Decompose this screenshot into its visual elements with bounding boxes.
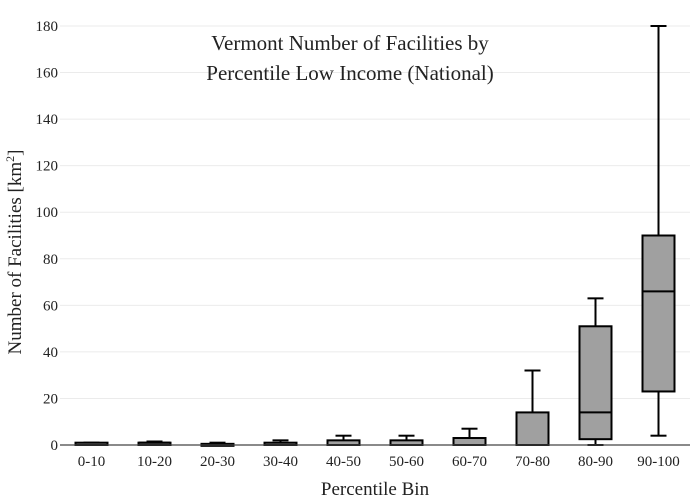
box-iqr (452, 437, 487, 446)
box-40-50 (326, 434, 361, 447)
box-70-80 (515, 369, 550, 446)
y-tick-label: 0 (51, 438, 59, 454)
chart-title-line-1: Vermont Number of Facilities by (211, 31, 489, 55)
y-tick-label: 160 (36, 66, 59, 82)
chart-title-line-2: Percentile Low Income (National) (206, 61, 493, 85)
box-80-90 (578, 297, 613, 446)
x-tick-label: 10-20 (137, 454, 172, 470)
box-iqr (515, 411, 550, 446)
x-tick-label: 60-70 (452, 454, 487, 470)
box-series (74, 25, 676, 447)
y-axis-ticks: 0 20 40 60 80 100 120 140 160 180 (36, 19, 59, 454)
y-tick-label: 180 (36, 19, 59, 35)
x-tick-label: 30-40 (263, 454, 298, 470)
x-tick-label: 20-30 (200, 454, 235, 470)
y-tick-label: 120 (36, 159, 59, 175)
x-axis-label: Percentile Bin (321, 479, 430, 500)
box-30-40 (263, 439, 298, 446)
y-tick-label: 60 (43, 298, 58, 314)
x-tick-label: 90-100 (637, 454, 680, 470)
box-iqr (641, 234, 676, 393)
y-axis-label-superscript: 2 (3, 156, 17, 162)
y-axis-label-main: Number of Facilities [km (5, 162, 26, 355)
box-60-70 (452, 427, 487, 446)
box-90-100 (641, 25, 676, 437)
x-tick-label: 80-90 (578, 454, 613, 470)
y-tick-label: 40 (43, 345, 58, 361)
box-iqr (578, 325, 613, 441)
y-axis-label: Number of Facilities [km2] (3, 150, 26, 355)
grid-lines (60, 25, 690, 399)
y-tick-label: 20 (43, 391, 58, 407)
x-tick-label: 70-80 (515, 454, 550, 470)
x-axis-ticks: 0-10 10-20 20-30 30-40 40-50 50-60 60-70 70-80 8… (78, 454, 680, 470)
y-tick-label: 80 (43, 252, 58, 268)
x-tick-label: 50-60 (389, 454, 424, 470)
y-axis-label-close: ] (5, 150, 26, 156)
x-tick-label: 0-10 (78, 454, 106, 470)
y-tick-label: 100 (36, 205, 59, 221)
x-tick-label: 40-50 (326, 454, 361, 470)
box-50-60 (389, 434, 424, 447)
y-tick-label: 140 (36, 112, 59, 128)
